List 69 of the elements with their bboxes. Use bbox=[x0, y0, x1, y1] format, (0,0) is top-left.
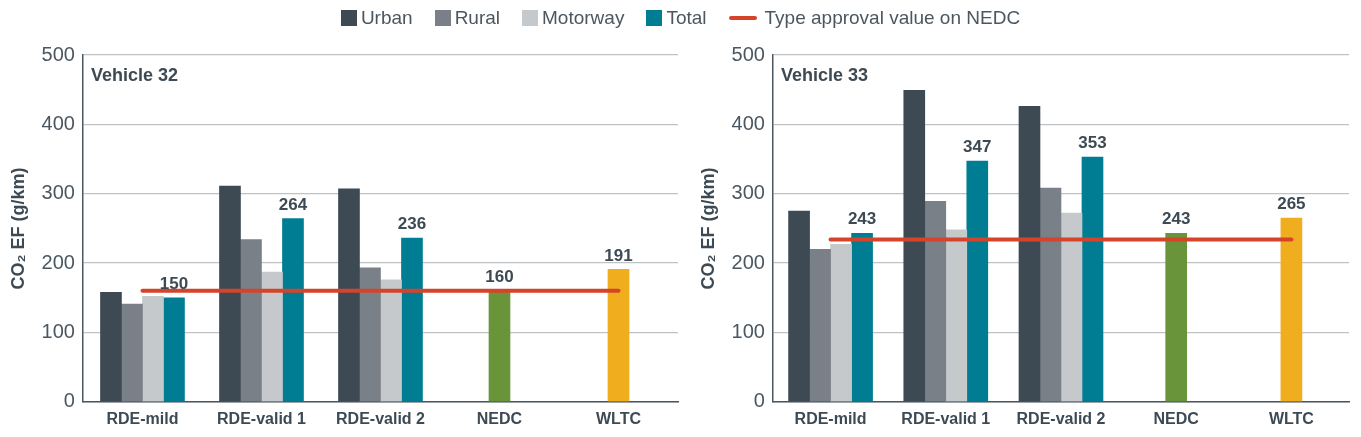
bar bbox=[240, 239, 262, 402]
bar bbox=[380, 279, 402, 402]
legend-label: Rural bbox=[453, 6, 501, 29]
y-axis-title: CO₂ EF (g/km) bbox=[7, 167, 28, 290]
legend-label: Motorway bbox=[541, 6, 625, 29]
data-label: 353 bbox=[1078, 133, 1107, 153]
x-tick-label: RDE-valid 2 bbox=[336, 409, 426, 427]
bar bbox=[1280, 217, 1303, 402]
x-tick-label: RDE-valid 1 bbox=[217, 409, 307, 427]
legend-label: Urban bbox=[359, 6, 413, 29]
bar bbox=[261, 271, 283, 402]
legend-label: Total bbox=[665, 6, 707, 29]
y-tick-label: 0 bbox=[63, 389, 75, 412]
y-tick-label: 500 bbox=[41, 42, 75, 65]
x-tick-label: NEDC bbox=[1153, 409, 1200, 427]
y-tick-label: 300 bbox=[41, 181, 75, 204]
y-tick-label: 300 bbox=[731, 181, 765, 204]
y-tick-label: 200 bbox=[731, 250, 765, 273]
x-tick-label: RDE-mild bbox=[106, 409, 179, 427]
x-tick-label: WLTC bbox=[595, 409, 642, 427]
bar bbox=[903, 90, 926, 402]
y-tick-label: 0 bbox=[753, 389, 765, 412]
bar bbox=[401, 237, 423, 402]
y-tick-label: 100 bbox=[731, 319, 765, 342]
data-label: 191 bbox=[604, 245, 633, 265]
bar bbox=[966, 160, 989, 402]
bar bbox=[945, 229, 968, 402]
bar bbox=[338, 188, 360, 402]
data-label: 265 bbox=[1277, 194, 1306, 214]
data-label: 160 bbox=[485, 267, 514, 287]
bar bbox=[100, 291, 122, 402]
bar bbox=[1018, 106, 1041, 402]
data-label: 243 bbox=[1162, 209, 1191, 229]
bar bbox=[163, 297, 185, 402]
y-tick-label: 200 bbox=[41, 250, 75, 273]
bar bbox=[142, 296, 164, 402]
y-axis-title: CO₂ EF (g/km) bbox=[697, 167, 718, 290]
y-tick-label: 500 bbox=[731, 42, 765, 65]
bar bbox=[1081, 156, 1104, 402]
bar bbox=[282, 218, 304, 402]
bar bbox=[788, 210, 810, 402]
text: Vehicle 32 bbox=[90, 64, 179, 85]
data-label: 236 bbox=[397, 214, 427, 234]
y-tick-label: 100 bbox=[41, 319, 75, 342]
bar bbox=[851, 232, 873, 402]
x-tick-label: RDE-valid 2 bbox=[1016, 409, 1106, 427]
bar bbox=[219, 185, 241, 402]
y-tick-label: 400 bbox=[41, 111, 75, 134]
bar bbox=[809, 248, 831, 402]
x-tick-label: WLTC bbox=[1268, 409, 1315, 427]
text: Vehicle 33 bbox=[780, 64, 869, 85]
x-tick-label: RDE-valid 1 bbox=[901, 409, 991, 427]
data-label: 347 bbox=[963, 137, 992, 157]
bar bbox=[488, 290, 511, 402]
bar bbox=[121, 303, 143, 402]
x-tick-label: NEDC bbox=[476, 409, 523, 427]
bar bbox=[1060, 212, 1083, 402]
bar bbox=[359, 267, 381, 402]
data-label: 150 bbox=[159, 273, 189, 293]
bar bbox=[830, 244, 852, 402]
legend-label: Type approval value on NEDC bbox=[763, 6, 1021, 29]
bar bbox=[924, 201, 947, 402]
x-tick-label: RDE-mild bbox=[794, 409, 867, 427]
y-tick-label: 400 bbox=[731, 111, 765, 134]
bar bbox=[1039, 187, 1062, 402]
data-label: 243 bbox=[847, 209, 877, 229]
bar bbox=[607, 268, 630, 402]
data-label: 264 bbox=[278, 194, 308, 214]
bar bbox=[1165, 232, 1188, 402]
